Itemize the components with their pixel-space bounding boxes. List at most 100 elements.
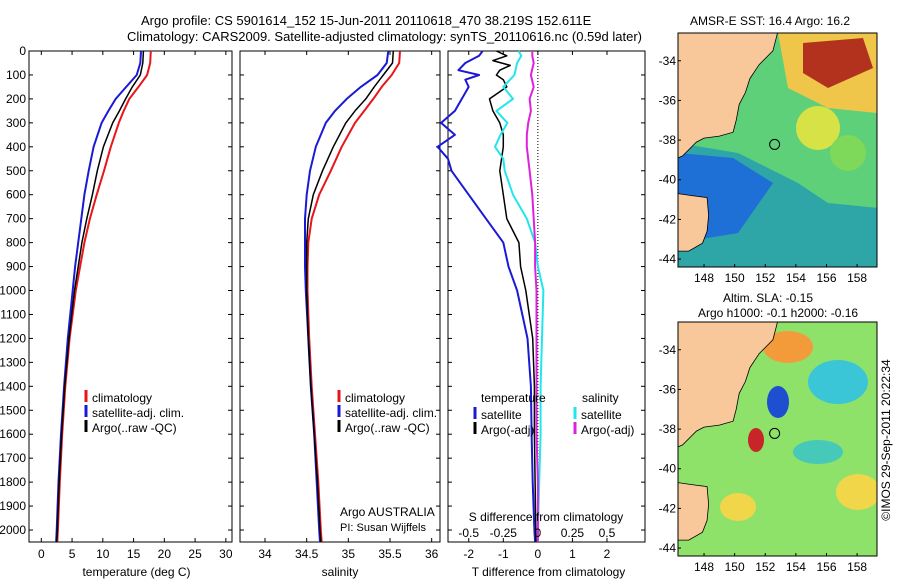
legend-label: Argo(..raw -QC) [345,421,430,435]
depth-tick-label: 1600 [0,427,26,441]
depth-tick-label: 0 [19,44,26,58]
map-lat-tick-label: -36 [659,93,677,107]
depth-tick-label: 1200 [0,331,26,345]
temperature-axis-tick-label: 0 [38,547,45,561]
sst-eddy [796,106,840,150]
map-lon-tick-label: 152 [755,560,775,574]
credit-line2: PI: Susan Wijffels [340,522,426,534]
figure-title-line1: Argo profile: CS 5901614_152 15-Jun-2011… [141,13,592,28]
salinity-axis-tick-label: 35.5 [378,547,402,561]
map-sst: 148 150 152 154 156 158 -34 -36 -38 -40 -42 -44 [659,32,878,285]
depth-tick-label: 300 [6,116,26,130]
map-lon-tick-label: 154 [786,560,806,574]
depth-tick-label: 900 [6,260,26,274]
tdiff-axis-tick-label: -2 [463,547,474,561]
sla-high [836,474,877,510]
footer-timestamp: ©IMOS 29-Sep-2011 20:22:34 [879,359,893,521]
map-lat-tick-label: -44 [659,252,677,266]
mainland-australia [678,322,778,448]
map-lat-tick-label: -44 [659,541,677,555]
legend-label: satellite-adj. clim. [92,406,184,420]
sla-map-title: Altim. SLA: -0.15 [723,291,813,305]
mainland-australia [678,33,778,159]
depth-tick-label: 1000 [0,284,26,298]
legend-label: satellite-adj. clim. [345,406,437,420]
tasmania [678,482,710,541]
tdiff-axis-tick-label: 2 [604,547,611,561]
sdiff-tick-label: -0.5 [458,526,479,540]
depth-tick-label: 1800 [0,475,26,489]
depth-tick-label: 400 [6,140,26,154]
sst-hottest-water [803,38,873,88]
sdiff-title: S difference from climatology [469,510,624,524]
argo-location-marker [769,138,781,150]
salinity-axis-tick-label: 34 [258,547,272,561]
temperature-axis-tick-label: 20 [158,547,172,561]
salinity-panel [239,50,441,543]
sla-high [748,428,764,452]
depth-tick-label: 600 [6,188,26,202]
legend-label: climatology [92,391,152,405]
map-lat-tick-label: -36 [659,382,677,396]
map-lon-tick-label: 158 [847,271,867,285]
legend-label: satellite [481,408,522,422]
figure-title-line2: Climatology: CARS2009. Satellite-adjuste… [127,29,642,44]
temperature-axis-tick-label: 25 [188,547,202,561]
depth-tick-label: 1700 [0,451,26,465]
sdiff-argo-line [525,51,539,542]
difference-panel [447,50,646,543]
depth-tick-label: 500 [6,164,26,178]
depth-tick-label: 1100 [0,307,26,321]
tdiff-axis-label: T difference from climatology [472,565,626,579]
map-lon-tick-label: 158 [847,560,867,574]
sla-low [808,360,868,404]
map-lon-tick-label: 148 [694,560,714,574]
map-lon-tick-label: 148 [694,271,714,285]
map-lat-tick-label: -40 [659,173,677,187]
tdiff-argo-line [488,50,537,543]
depth-tick-label: 100 [6,68,26,82]
sdiff-tick-label: 0.5 [599,526,616,540]
map-lon-tick-label: 150 [725,271,745,285]
sla-high [720,493,756,521]
legend-label: Argo(-adj) [481,423,534,437]
salinity-axis-tick-label: 36 [425,547,439,561]
depth-tick-label: 200 [6,92,26,106]
depth-tick-label: 1300 [0,355,26,369]
salinity-argo-line [305,50,395,543]
legend-heading-temperature: temperature [481,391,546,405]
tasmania [678,193,710,252]
depth-tick-label: 700 [6,212,26,226]
salinity-axis-label: salinity [322,565,359,579]
legend-label: climatology [345,391,405,405]
depth-tick-label: 1400 [0,379,26,393]
tdiff-axis-tick-label: -1 [498,547,509,561]
temperature-axis-tick-label: 15 [127,547,141,561]
sla-map-subtitle: Argo h1000: -0.1 h2000: -0.16 [698,306,858,320]
legend-label: Argo(..raw -QC) [92,421,177,435]
depth-tick-label: 2000 [0,523,26,537]
map-lon-tick-label: 152 [755,271,775,285]
map-lon-tick-label: 156 [816,271,836,285]
sdiff-tick-label: 0 [535,526,542,540]
tdiff-axis-tick-label: 0 [535,547,542,561]
map-frame [677,321,878,557]
sla-high [763,331,813,363]
temperature-axis-tick-label: 5 [69,547,76,561]
sla-low [793,440,843,464]
map-lat-tick-label: -42 [659,501,677,515]
map-frame [677,32,878,268]
map-sla: 148 150 152 154 156 158 -34 -36 -38 -40 -42 -44 [659,321,878,574]
map-lat-tick-label: -34 [659,343,677,357]
map-lon-tick-label: 154 [786,271,806,285]
sdiff-tick-label: 0.25 [561,526,585,540]
temperature-axis-tick-label: 30 [219,547,233,561]
map-lat-tick-label: -40 [659,462,677,476]
salinity-axis-tick-label: 35 [342,547,356,561]
depth-tick-label: 1900 [0,499,26,513]
map-lat-tick-label: -42 [659,212,677,226]
temperature-axis-tick-label: 10 [96,547,110,561]
map-lon-tick-label: 156 [816,560,836,574]
credit-line1: Argo AUSTRALIA [340,505,435,519]
